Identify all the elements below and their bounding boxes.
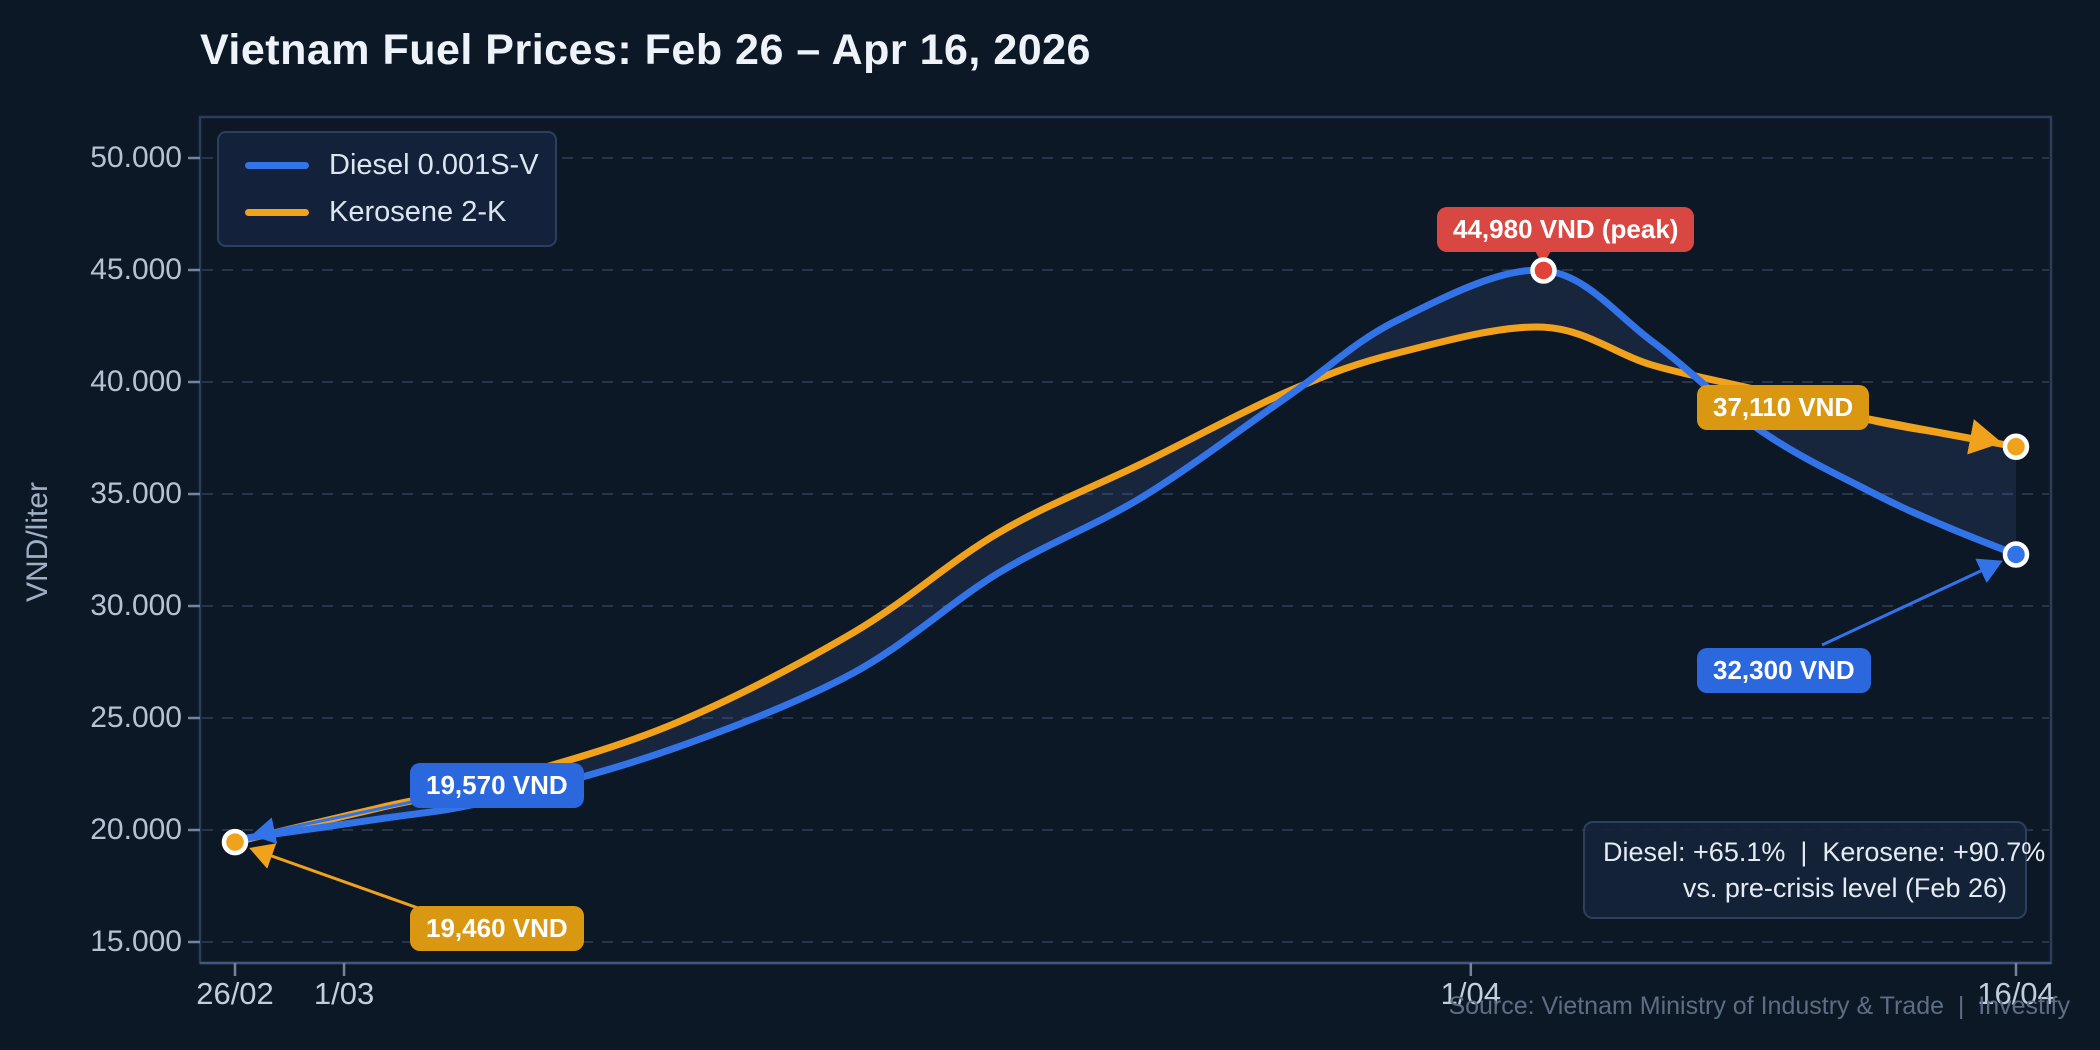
data-point-markers <box>221 257 2030 856</box>
diesel-end-badge: 32,300 VND <box>1697 648 1871 693</box>
kerosene-start-dot <box>221 828 249 856</box>
summary-line-2: vs. pre-crisis level (Feb 26) <box>1682 873 2007 903</box>
legend: Diesel 0.001S-V Kerosene 2-K <box>217 131 557 247</box>
legend-item-diesel: Diesel 0.001S-V <box>245 149 555 182</box>
kerosene-start-arrow <box>249 843 433 915</box>
y-tick-label: 25.000 <box>90 701 182 734</box>
legend-item-kerosene: Kerosene 2-K <box>245 196 555 229</box>
diesel-end-arrow <box>1821 558 2003 647</box>
x-tick-label: 1/04 <box>1440 976 1501 1011</box>
diesel-start-arrow <box>251 798 422 844</box>
y-tick-label: 15.000 <box>90 925 182 958</box>
x-tick-label: 1/03 <box>313 976 375 1011</box>
summary-line-1: Diesel: +65.1% | Kerosene: +90.7% <box>1603 837 2046 867</box>
area-between-series <box>235 270 2016 843</box>
peak-dot <box>1530 257 1557 284</box>
kerosene-end-badge: 37,110 VND <box>1697 385 1870 430</box>
y-tick-label: 30.000 <box>90 589 182 622</box>
legend-label-kerosene: Kerosene 2-K <box>329 196 507 228</box>
y-axis-label: VND/liter <box>21 482 54 603</box>
peak-annotation-badge: 44,980 VND (peak) <box>1437 207 1695 252</box>
y-tick-label: 45.000 <box>90 253 182 286</box>
y-tick-label: 40.000 <box>90 365 182 398</box>
chart-title: Vietnam Fuel Prices: Feb 26 – Apr 16, 20… <box>200 26 1091 74</box>
summary-box: Diesel: +65.1% | Kerosene: +90.7% vs. pr… <box>1583 821 2046 919</box>
kerosene-swatch <box>245 209 309 216</box>
diesel-line <box>231 266 2020 844</box>
legend-label-diesel: Diesel 0.001S-V <box>329 149 539 181</box>
diesel-start-badge: 19,570 VND <box>410 763 584 808</box>
y-tick-label: 20.000 <box>90 813 182 846</box>
annotation-arrows <box>249 233 2003 915</box>
y-tick-label: 35.000 <box>90 477 182 510</box>
x-tick-label: 26/02 <box>196 976 274 1011</box>
diesel-end-dot <box>2002 541 2030 568</box>
x-tick-label: 16/04 <box>1977 976 2055 1011</box>
y-tick-label: 50.000 <box>90 141 182 174</box>
kerosene-start-badge: 19,460 VND <box>410 906 584 951</box>
kerosene-end-arrow <box>1844 411 2002 455</box>
source-caption: Source: Vietnam Ministry of Industry & T… <box>1448 992 2070 1020</box>
gridlines <box>202 157 2049 943</box>
diesel-swatch <box>245 162 309 169</box>
kerosene-end-dot <box>2002 433 2030 460</box>
axis-ticks <box>188 156 2018 976</box>
